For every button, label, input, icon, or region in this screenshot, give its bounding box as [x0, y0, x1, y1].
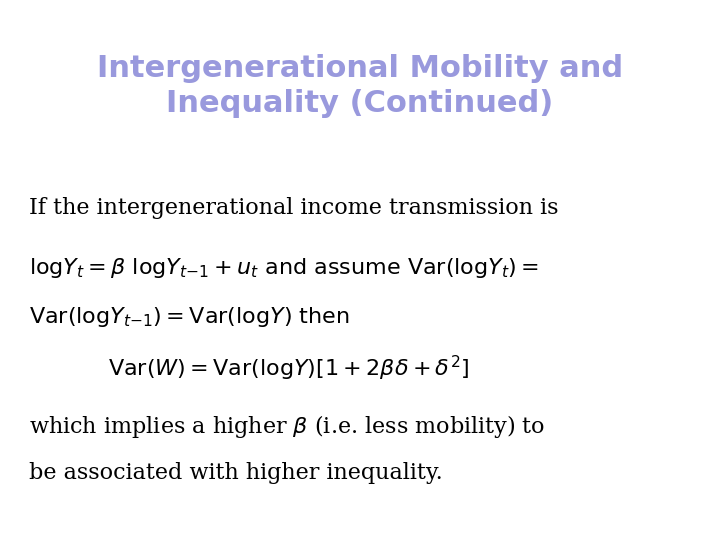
- Text: Intergenerational Mobility and
Inequality (Continued): Intergenerational Mobility and Inequalit…: [97, 54, 623, 118]
- Text: $\mathrm{Var(log}Y_{t\mathsf{-}1}) = \mathrm{Var(log}Y)\ \mathrm{then}$: $\mathrm{Var(log}Y_{t\mathsf{-}1}) = \ma…: [29, 305, 349, 329]
- Text: which implies a higher $\beta$ (i.e. less mobility) to: which implies a higher $\beta$ (i.e. les…: [29, 413, 545, 440]
- Text: If the intergenerational income transmission is: If the intergenerational income transmis…: [29, 197, 558, 219]
- Text: $\mathrm{Var}(W) = \mathrm{Var}(\mathrm{log}Y)[1 + 2\beta\delta + \delta^2]$: $\mathrm{Var}(W) = \mathrm{Var}(\mathrm{…: [108, 354, 469, 383]
- Text: $\mathrm{log}Y_t = \beta\ \mathrm{log}Y_{t\mathsf{-}1} + u_t\ \mathrm{and\ assum: $\mathrm{log}Y_t = \beta\ \mathrm{log}Y_…: [29, 256, 539, 280]
- Text: be associated with higher inequality.: be associated with higher inequality.: [29, 462, 443, 484]
